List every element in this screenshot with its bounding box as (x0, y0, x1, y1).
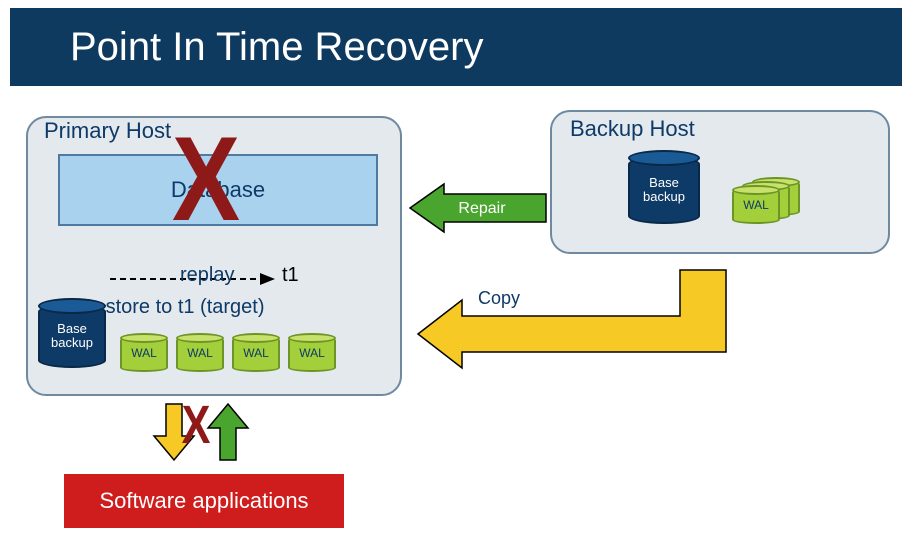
backup-base-backup-cylinder: Base backup (628, 156, 700, 224)
primary-wal-2: WAL (176, 336, 224, 372)
wal-label: WAL (187, 347, 213, 360)
restore-label: Restore to t1 (target) (80, 296, 265, 319)
backup-host-label: Backup Host (570, 116, 695, 142)
wal-label: WAL (243, 347, 269, 360)
primary-base-backup-cylinder: Base backup (38, 304, 106, 368)
software-apps-label: Software applications (99, 488, 308, 514)
down-arrow-icon (154, 404, 194, 460)
primary-wal-1: WAL (120, 336, 168, 372)
wal-label: WAL (299, 347, 325, 360)
page-title: Point In Time Recovery (70, 25, 484, 70)
t1-label: t1 (282, 264, 299, 287)
primary-wal-3: WAL (232, 336, 280, 372)
primary-host-label: Primary Host (44, 118, 171, 144)
software-apps-box: Software applications (64, 474, 344, 528)
repair-label: Repair (458, 200, 506, 217)
up-arrow-icon (208, 404, 248, 460)
replay-label: replay (180, 264, 234, 287)
database-rect: Database (58, 154, 378, 226)
database-label: Database (171, 177, 265, 203)
copy-arrow-icon (418, 270, 728, 370)
repair-arrow-icon: Repair (410, 180, 546, 236)
wal-label: WAL (131, 347, 157, 360)
primary-wal-4: WAL (288, 336, 336, 372)
wal-label: WAL (743, 199, 769, 212)
copy-label: Copy (478, 288, 520, 309)
backup-wal-1: WAL (732, 188, 780, 224)
title-banner: Point In Time Recovery (10, 8, 902, 86)
